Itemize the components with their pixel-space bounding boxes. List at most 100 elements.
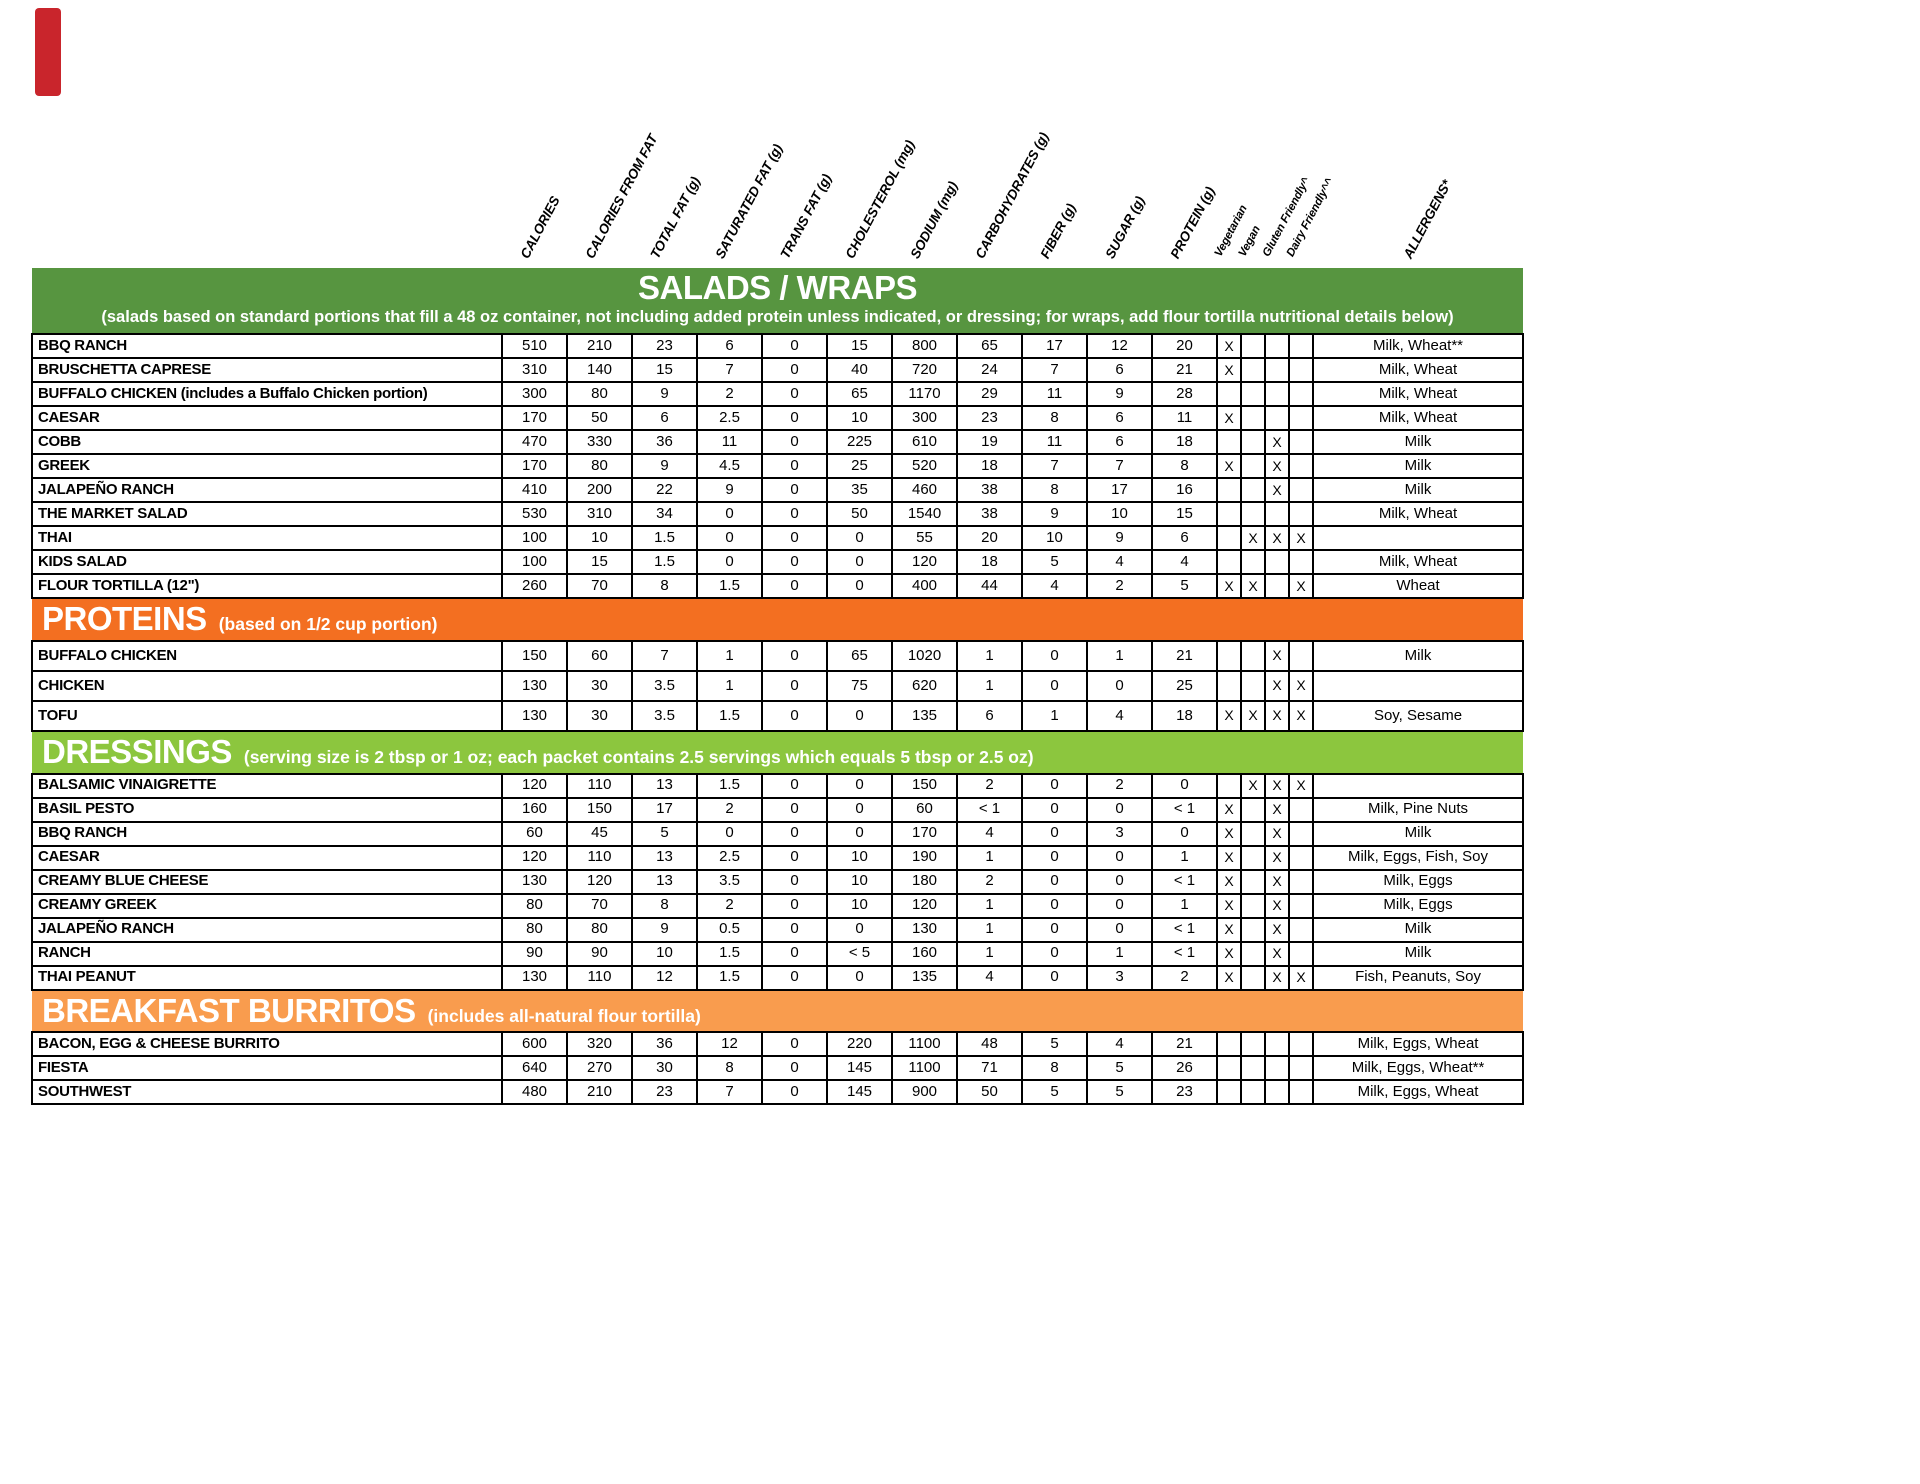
nutrition-value-cell: 300 <box>891 405 958 432</box>
nutrition-value-cell: 50 <box>566 405 633 432</box>
nutrition-value-cell: 0 <box>1021 868 1088 895</box>
nutrition-value-cell: 120 <box>501 844 568 871</box>
nutrition-value-cell: 7 <box>1021 357 1088 384</box>
nutrition-value-cell: 0 <box>761 844 828 871</box>
nutrition-value-cell: 10 <box>826 868 893 895</box>
nutrition-value-cell: 0 <box>1151 820 1218 847</box>
nutrition-value-cell: 210 <box>566 1079 633 1106</box>
flag-cell <box>1240 501 1266 528</box>
item-name-cell: SOUTHWEST <box>31 1079 503 1106</box>
allergens-cell: Milk, Wheat <box>1311 381 1525 408</box>
table-row: GREEK 170 80 9 4.5 0 25 520 18 7 7 8 X X Milk <box>31 453 1525 480</box>
nutrition-value-cell: 1.5 <box>696 772 763 799</box>
item-name-cell: BASIL PESTO <box>31 796 503 823</box>
allergens-cell: Milk <box>1311 916 1525 943</box>
item-name-cell: THAI <box>31 525 503 552</box>
nutrition-value-cell: 310 <box>566 501 633 528</box>
nutrition-value-cell: < 1 <box>1151 916 1218 943</box>
flag-cell <box>1216 772 1242 799</box>
flag-cell: X <box>1288 525 1314 552</box>
flag-cell: X <box>1240 525 1266 552</box>
flag-cell <box>1216 429 1242 456</box>
nutrition-value-cell: 170 <box>501 453 568 480</box>
flag-cell: X <box>1216 868 1242 895</box>
nutrition-value-cell: 18 <box>956 549 1023 576</box>
nutrition-value-cell: 12 <box>696 1031 763 1058</box>
nutrition-value-cell: 90 <box>566 940 633 967</box>
flag-cell: X <box>1216 573 1242 600</box>
nutrition-value-cell: 1.5 <box>696 573 763 600</box>
section-header-cell: DRESSINGS (serving size is 2 tbsp or 1 oz… <box>32 731 1524 774</box>
flag-cell: X <box>1288 772 1314 799</box>
flag-cell: X <box>1216 844 1242 871</box>
flag-cell <box>1240 381 1266 408</box>
flag-cell <box>1288 549 1314 576</box>
nutrition-value-cell: 0 <box>1021 892 1088 919</box>
nutrition-value-cell: 10 <box>826 844 893 871</box>
nutrition-value-cell: 6 <box>1086 357 1153 384</box>
nutrition-value-cell: 24 <box>956 357 1023 384</box>
nutrition-value-cell: 4 <box>956 820 1023 847</box>
nutrition-value-cell: 225 <box>826 429 893 456</box>
nutrition-value-cell: 1 <box>696 669 763 702</box>
flag-cell <box>1240 844 1266 871</box>
nutrition-value-cell: 0 <box>761 525 828 552</box>
nutrition-value-cell: 8 <box>1021 405 1088 432</box>
nutrition-value-cell: 13 <box>631 772 698 799</box>
table-row: BACON, EGG & CHEESE BURRITO 600 320 36 12 0 22… <box>31 1031 1525 1058</box>
nutrition-value-cell: 10 <box>1086 501 1153 528</box>
nutrition-value-cell: 50 <box>956 1079 1023 1106</box>
nutrition-value-cell: 2.5 <box>696 405 763 432</box>
nutrition-value-cell: 17 <box>631 796 698 823</box>
section-subtitle: (includes all-natural flour tortilla) <box>427 1005 701 1026</box>
nutrition-value-cell: 1 <box>696 639 763 672</box>
allergens-cell: Milk <box>1311 940 1525 967</box>
flag-cell <box>1216 1031 1242 1058</box>
nutrition-value-cell: 38 <box>956 477 1023 504</box>
flag-cell <box>1288 639 1314 672</box>
nutrition-value-cell: 30 <box>631 1055 698 1082</box>
item-name-cell: TOFU <box>31 699 503 732</box>
nutrition-value-cell: 0 <box>1021 820 1088 847</box>
item-name-cell: COBB <box>31 429 503 456</box>
flag-cell <box>1288 381 1314 408</box>
flag-cell: X <box>1216 964 1242 991</box>
nutrition-value-cell: 1540 <box>891 501 958 528</box>
nutrition-value-cell: 7 <box>696 357 763 384</box>
nutrition-value-cell: 4 <box>1021 573 1088 600</box>
flag-cell: X <box>1216 796 1242 823</box>
section-header-cell: SALADS / WRAPS (salads based on standard … <box>32 268 1524 334</box>
nutrition-value-cell: 10 <box>826 892 893 919</box>
flag-cell: X <box>1264 796 1290 823</box>
section-row: SALADS / WRAPS (salads based on standard … <box>32 268 1524 334</box>
nutrition-value-cell: 310 <box>501 357 568 384</box>
nutrition-value-cell: 0 <box>761 1079 828 1106</box>
nutrition-value-cell: 80 <box>501 892 568 919</box>
nutrition-value-cell: 2 <box>1086 772 1153 799</box>
nutrition-value-cell: 140 <box>566 357 633 384</box>
flag-cell: X <box>1288 573 1314 600</box>
section-title: BREAKFAST BURRITOS <box>42 991 416 1029</box>
nutrition-value-cell: 0 <box>1021 639 1088 672</box>
column-header-vegan: Vegan <box>1236 223 1263 259</box>
table-row: BRUSCHETTA CAPRESE 310 140 15 7 0 40 720 24 7 6 21 X… <box>31 357 1525 384</box>
table-row: COBB 470 330 36 11 0 225 610 19 11 6 18 X Milk <box>31 429 1525 456</box>
nutrition-value-cell: 2 <box>696 892 763 919</box>
flag-cell: X <box>1216 699 1242 732</box>
nutrition-value-cell: 9 <box>631 381 698 408</box>
nutrition-value-cell: < 1 <box>956 796 1023 823</box>
flag-cell <box>1216 501 1242 528</box>
nutrition-value-cell: 0 <box>761 669 828 702</box>
flag-cell <box>1240 1079 1266 1106</box>
nutrition-value-cell: 4 <box>1086 549 1153 576</box>
nutrition-value-cell: 0 <box>826 796 893 823</box>
nutrition-value-cell: 13 <box>631 844 698 871</box>
allergens-cell: Wheat <box>1311 573 1525 600</box>
flag-cell <box>1240 964 1266 991</box>
nutrition-value-cell: 65 <box>826 639 893 672</box>
nutrition-value-cell: 400 <box>891 573 958 600</box>
nutrition-value-cell: 4 <box>1086 1031 1153 1058</box>
nutrition-value-cell: 1 <box>956 916 1023 943</box>
flag-cell: X <box>1264 639 1290 672</box>
